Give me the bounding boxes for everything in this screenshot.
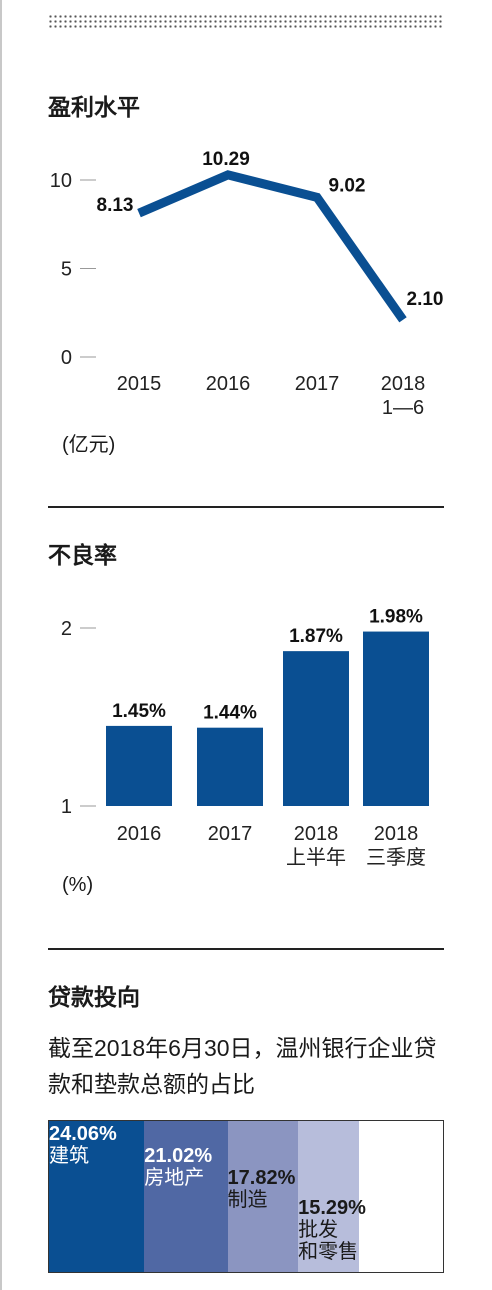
profit-data-label: 2.10 — [407, 289, 444, 310]
loan-share-segment — [49, 1121, 145, 1272]
loan-share-category: 房地产 — [144, 1167, 205, 1189]
npl-bar-chart: 1 2 2016 2017 2018 上半年 2018 三季度 1.45% 1.44% 1.87%… — [61, 607, 429, 869]
loan-share-percent: 21.02% — [144, 1145, 213, 1167]
x-tick-label: 2018 上半年 — [286, 823, 346, 869]
npl-bar — [197, 727, 263, 806]
loan-share-segment — [144, 1121, 228, 1272]
section-divider-1 — [48, 506, 444, 508]
profit-series-line — [137, 170, 407, 323]
loan-chart-title: 贷款投向 — [48, 984, 140, 1010]
y-tick-label: 10 — [50, 170, 72, 192]
x-tick-label: 2016 — [206, 373, 251, 395]
loan-share-label: 24.06% 建筑 — [49, 1123, 117, 1167]
npl-data-label: 1.87% — [289, 626, 343, 647]
profit-unit-label: (亿元) — [62, 434, 116, 456]
section-divider-2 — [48, 948, 444, 950]
loan-share-percent: 15.29% — [298, 1197, 366, 1219]
loan-share-category: 和零售 — [298, 1241, 359, 1263]
loan-share-category: 批发 — [298, 1219, 339, 1241]
y-tick-label: 2 — [61, 618, 72, 640]
left-border-line — [0, 0, 2, 1290]
npl-data-label: 1.44% — [203, 703, 257, 724]
loan-share-segment — [298, 1121, 359, 1272]
npl-bar — [106, 725, 172, 806]
x-tick-label: 2018 1—6 — [381, 373, 426, 419]
profit-data-label: 10.29 — [202, 149, 250, 170]
dotted-top-rule — [48, 14, 444, 28]
profit-data-label: 9.02 — [329, 175, 366, 196]
y-tick-label: 0 — [61, 347, 72, 369]
profit-chart-title: 盈利水平 — [48, 94, 140, 120]
profit-data-label: 8.13 — [97, 195, 134, 216]
loan-share-category: 建筑 — [49, 1145, 89, 1167]
profit-line-chart: 0 5 10 2015 2016 2017 2018 1—6 8.13 10.29 9.02 2.1… — [50, 149, 444, 419]
npl-chart-title: 不良率 — [48, 542, 117, 568]
loan-share-label: 15.29% 批发 和零售 — [298, 1197, 366, 1263]
npl-data-label: 1.98% — [369, 607, 423, 628]
x-tick-label: 2016 — [117, 823, 162, 845]
y-tick-label: 5 — [61, 259, 72, 281]
npl-bar — [363, 631, 429, 806]
x-tick-label: 2015 — [117, 373, 162, 395]
x-tick-label: 2017 — [295, 373, 340, 395]
loan-share-category: 制造 — [227, 1189, 268, 1211]
x-tick-label: 2017 — [208, 823, 253, 845]
npl-bar — [283, 651, 349, 806]
loan-share-stacked-bar: 24.06% 建筑 21.02% 房地产 17.82% 制造 15.29% 批发 和零售 — [48, 1120, 444, 1273]
loan-share-label: 17.82% 制造 — [228, 1167, 296, 1211]
loan-share-label: 21.02% 房地产 — [144, 1145, 212, 1189]
loan-share-percent: 17.82% — [227, 1167, 296, 1189]
loan-chart-subtitle: 截至2018年6月30日，温州银行企业贷款和垫款总额的占比 — [48, 1035, 437, 1097]
loan-share-percent: 24.06% — [49, 1123, 117, 1145]
x-tick-label: 2018 三季度 — [366, 823, 426, 869]
y-tick-label: 1 — [61, 796, 72, 818]
loan-share-segment — [227, 1121, 299, 1272]
npl-data-label: 1.45% — [112, 701, 166, 722]
npl-unit-label: (%) — [62, 874, 94, 896]
